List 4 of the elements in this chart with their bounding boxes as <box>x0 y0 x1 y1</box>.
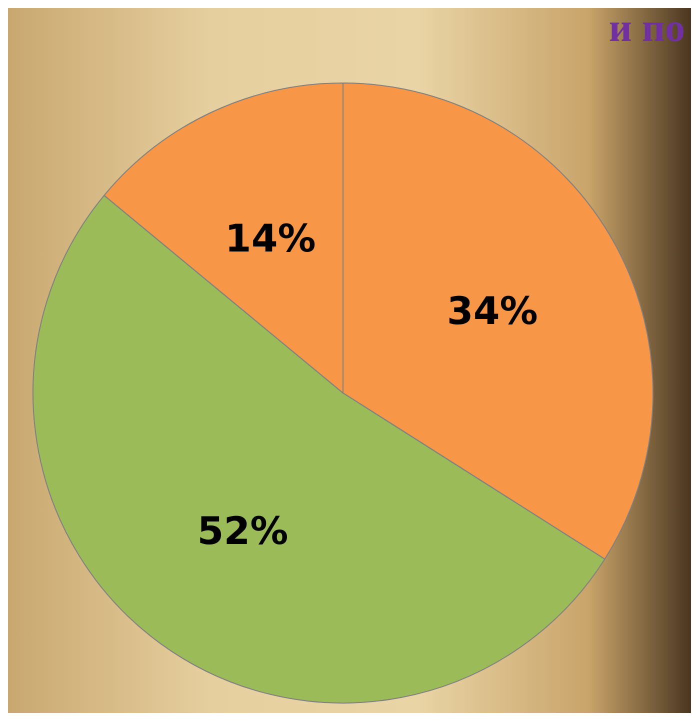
data-label: 52% <box>197 508 288 553</box>
data-label: 14% <box>224 216 316 261</box>
data-label: 34% <box>446 288 538 333</box>
chart-title: и по <box>608 4 685 51</box>
